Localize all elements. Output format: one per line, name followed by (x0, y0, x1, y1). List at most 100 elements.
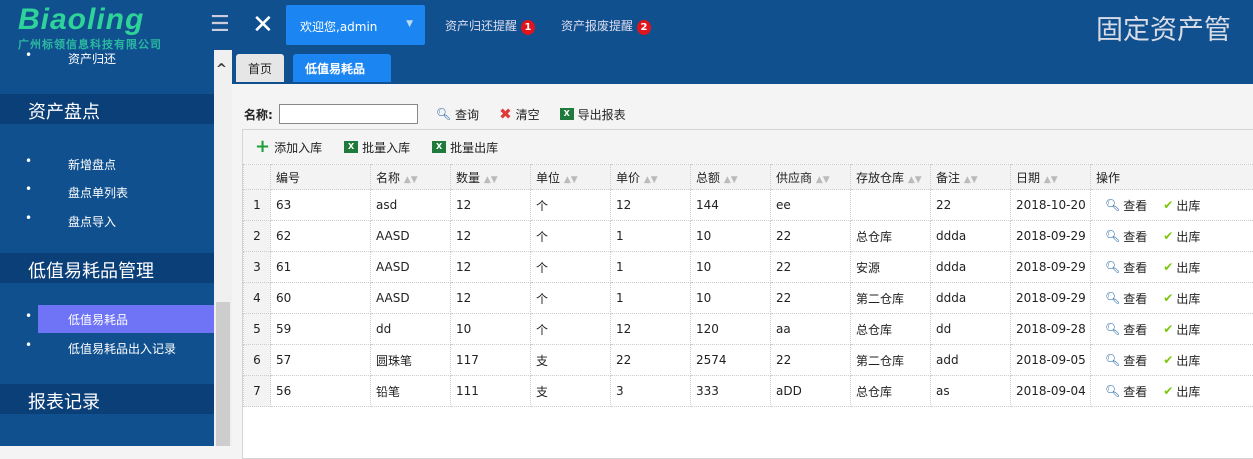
column-label: 单价 (616, 171, 640, 185)
column-header[interactable]: 数量 ▲▼ (451, 165, 531, 190)
stock-out-button[interactable]: ✔出库 (1163, 228, 1200, 245)
row-number-header (244, 165, 271, 190)
clear-x-icon: ✖ (499, 105, 512, 123)
view-button[interactable]: 🔍︎查看 (1105, 352, 1147, 369)
user-greeting: 欢迎您,admin (300, 20, 377, 34)
table-cell: 10 (451, 314, 531, 345)
add-stock-button[interactable]: +添加入库 (255, 139, 322, 156)
sidebar: •资产归还资产盘点•新增盘点•盘点单列表•盘点导入低值易耗品管理•低值易耗品•低… (0, 50, 214, 446)
column-header[interactable]: 名称 ▲▼ (371, 165, 451, 190)
table-cell: 个 (531, 283, 611, 314)
table-cell: 22 (771, 221, 851, 252)
table-cell: dd (371, 314, 451, 345)
stock-out-button[interactable]: ✔出库 (1163, 197, 1200, 214)
table-cell: 总仓库 (851, 314, 931, 345)
bullet-icon: • (25, 182, 32, 196)
table-cell: ddda (931, 221, 1011, 252)
table-cell: AASD (371, 283, 451, 314)
sidebar-item[interactable]: •新增盘点 (0, 150, 214, 176)
sort-icon[interactable]: ▲▼ (964, 175, 978, 185)
close-icon[interactable]: ✕ (252, 10, 274, 40)
column-header[interactable]: 操作 (1091, 165, 1253, 190)
table-cell: 333 (691, 376, 771, 407)
out-label: 出库 (1176, 352, 1200, 369)
table-cell (851, 190, 931, 221)
table-cell: 第二仓库 (851, 283, 931, 314)
sort-icon[interactable]: ▲▼ (1044, 175, 1058, 185)
clear-button[interactable]: ✖清空 (499, 105, 540, 123)
sort-icon[interactable]: ▲▼ (908, 175, 922, 185)
sort-icon[interactable]: ▲▼ (816, 175, 830, 185)
view-button[interactable]: 🔍︎查看 (1105, 321, 1147, 338)
stock-out-button[interactable]: ✔出库 (1163, 259, 1200, 276)
sort-icon[interactable]: ▲▼ (484, 175, 498, 185)
sort-icon[interactable]: ▲▼ (644, 175, 658, 185)
table-cell: AASD (371, 252, 451, 283)
scroll-up-icon[interactable]: ^ (216, 62, 227, 77)
scrollbar-thumb[interactable] (216, 302, 230, 446)
name-input[interactable] (279, 104, 418, 124)
user-dropdown[interactable]: 欢迎您,admin▼ (286, 5, 425, 45)
sort-icon[interactable]: ▲▼ (564, 175, 578, 185)
table-cell: 10 (691, 283, 771, 314)
search-icon: 🔍︎ (436, 107, 451, 121)
column-header[interactable]: 总额 ▲▼ (691, 165, 771, 190)
stock-out-button[interactable]: ✔出库 (1163, 321, 1200, 338)
column-header[interactable]: 单价 ▲▼ (611, 165, 691, 190)
column-header[interactable]: 备注 ▲▼ (931, 165, 1011, 190)
column-label: 操作 (1096, 171, 1120, 185)
table-cell: 2018-09-28 (1011, 314, 1091, 345)
view-label: 查看 (1123, 259, 1147, 276)
table-cell: 第二仓库 (851, 345, 931, 376)
stock-out-button[interactable]: ✔出库 (1163, 352, 1200, 369)
sidebar-item[interactable]: •低值易耗品出入记录 (0, 334, 214, 360)
column-header[interactable]: 单位 ▲▼ (531, 165, 611, 190)
tab-home[interactable]: 首页 (236, 54, 284, 82)
tab-consumables[interactable]: 低值易耗品 (293, 54, 391, 82)
reminder-label: 资产归还提醒 (445, 19, 517, 33)
row-number: 6 (244, 345, 271, 376)
search-button[interactable]: 🔍︎查询 (436, 106, 479, 123)
view-button[interactable]: 🔍︎查看 (1105, 290, 1147, 307)
sidebar-section-header[interactable]: 低值易耗品管理 (0, 253, 214, 283)
column-header[interactable]: 编号 (271, 165, 371, 190)
view-button[interactable]: 🔍︎查看 (1105, 228, 1147, 245)
hamburger-menu-icon[interactable]: ☰ (210, 12, 230, 37)
sidebar-item[interactable]: •低值易耗品 (0, 305, 214, 331)
column-header[interactable]: 存放仓库 ▲▼ (851, 165, 931, 190)
table-cell: 111 (451, 376, 531, 407)
table-cell: 12 (611, 314, 691, 345)
sidebar-item[interactable]: •资产归还 (0, 44, 214, 70)
sidebar-item[interactable]: •盘点导入 (0, 207, 214, 233)
view-button[interactable]: 🔍︎查看 (1105, 197, 1147, 214)
view-button[interactable]: 🔍︎查看 (1105, 383, 1147, 400)
column-header[interactable]: 日期 ▲▼ (1011, 165, 1091, 190)
sort-icon[interactable]: ▲▼ (404, 175, 418, 185)
sidebar-scrollbar[interactable]: ^ (214, 50, 232, 446)
stock-out-button[interactable]: ✔出库 (1163, 383, 1200, 400)
sort-icon[interactable]: ▲▼ (724, 175, 738, 185)
column-header[interactable]: 供应商 ▲▼ (771, 165, 851, 190)
table-cell: 3 (611, 376, 691, 407)
view-button[interactable]: 🔍︎查看 (1105, 259, 1147, 276)
sidebar-section-header[interactable]: 资产盘点 (0, 94, 214, 124)
table-cell: 支 (531, 345, 611, 376)
sidebar-section-header[interactable]: 报表记录 (0, 384, 214, 414)
stock-out-button[interactable]: ✔出库 (1163, 290, 1200, 307)
check-icon: ✔ (1163, 322, 1173, 336)
sidebar-item[interactable]: •盘点单列表 (0, 178, 214, 204)
